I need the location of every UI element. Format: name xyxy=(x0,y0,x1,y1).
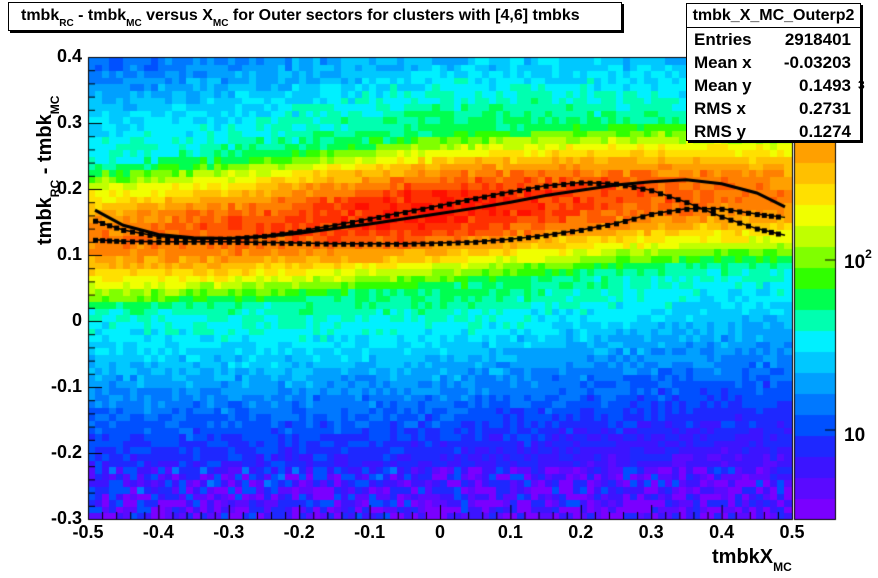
x-tick-label: 0.2 xyxy=(568,522,594,542)
x-tick-label: -0.3 xyxy=(213,522,245,542)
y-tick-label: 0.2 xyxy=(56,178,82,198)
plot-title-box: tmbkRC - tmbkMC versus XMC for Outer sec… xyxy=(8,2,622,31)
x-axis-label: tmbkXMC xyxy=(712,546,792,574)
y-tick-label: 0.1 xyxy=(56,244,82,264)
stats-label: Entries xyxy=(694,30,752,49)
title-text-part: for Outer sectors for clusters with [4,6… xyxy=(228,7,580,24)
stats-value: -0.03203 xyxy=(783,53,851,72)
y-axis-label: tmbkRC - tmbkMC xyxy=(34,95,62,245)
stats-row-rms-x: RMS x 0.2731 xyxy=(687,97,860,120)
y-tick-label: 0.4 xyxy=(56,46,82,66)
x-tick-label: -0.1 xyxy=(354,522,386,542)
y-tick-label: 0 xyxy=(71,310,82,330)
x-tick-label: 0.4 xyxy=(709,522,735,542)
x-tick-label: 0.1 xyxy=(497,522,523,542)
title-subscript: MC xyxy=(212,18,229,29)
stats-value: 0.1493 xyxy=(799,76,851,95)
colorbar-label-10: 10 xyxy=(844,425,866,446)
x-tick-label: -0.2 xyxy=(283,522,315,542)
y-tick-label: 0.3 xyxy=(56,112,82,132)
x-tick-label: 0.3 xyxy=(638,522,664,542)
title-subscript: RC xyxy=(59,18,74,29)
y-tick-label: -0.1 xyxy=(50,376,82,396)
title-text-part: - tmbk xyxy=(73,7,127,24)
statistics-box: tmbk_X_MC_Outerp2 Entries 2918401 Mean x… xyxy=(686,3,861,141)
stats-label: RMS y xyxy=(694,122,746,141)
colorbar-label-100: 102 xyxy=(844,247,872,273)
colorbar-label-1000: 3 xyxy=(858,78,865,92)
stats-row-entries: Entries 2918401 xyxy=(687,28,860,51)
title-subscript: MC xyxy=(126,18,142,29)
x-tick-label: -0.5 xyxy=(72,522,104,542)
stats-row-mean-x: Mean x -0.03203 xyxy=(687,51,860,74)
y-tick-label: -0.3 xyxy=(50,508,82,528)
title-text-part: tmbk xyxy=(21,7,60,24)
stats-value: 0.2731 xyxy=(799,99,851,118)
title-text-part: versus X xyxy=(141,7,213,24)
y-tick-label: -0.2 xyxy=(50,442,82,462)
stats-histogram-name: tmbk_X_MC_Outerp2 xyxy=(687,4,860,28)
stats-label: RMS x xyxy=(694,99,746,118)
plot-title: tmbkRC - tmbkMC versus XMC for Outer sec… xyxy=(21,7,580,29)
stats-row-rms-y: RMS y 0.1274 xyxy=(687,120,860,143)
stats-value: 0.1274 xyxy=(799,122,851,141)
stats-row-mean-y: Mean y 0.1493 xyxy=(687,74,860,97)
x-tick-label: 0.5 xyxy=(779,522,805,542)
stats-value: 2918401 xyxy=(784,30,851,49)
stats-label: Mean y xyxy=(694,76,752,95)
x-tick-label: 0 xyxy=(434,522,445,542)
x-tick-label: -0.4 xyxy=(142,522,174,542)
stats-label: Mean x xyxy=(694,53,752,72)
